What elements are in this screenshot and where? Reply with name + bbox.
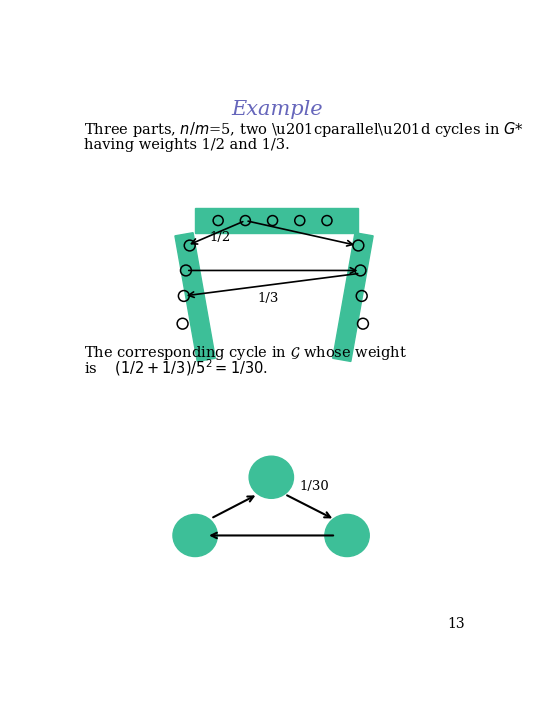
Ellipse shape [325, 514, 369, 557]
Text: having weights 1/2 and 1/3.: having weights 1/2 and 1/3. [84, 138, 290, 152]
Polygon shape [175, 233, 215, 361]
Text: 1/3: 1/3 [258, 292, 279, 305]
Text: 13: 13 [448, 617, 465, 631]
Text: 1/30: 1/30 [300, 480, 329, 493]
Ellipse shape [249, 456, 294, 498]
Text: Three parts, $n/m$=5, two \u201cparallel\u201d cycles in $G$*: Three parts, $n/m$=5, two \u201cparallel… [84, 120, 524, 139]
Text: Example: Example [231, 100, 322, 120]
Text: 1/2: 1/2 [210, 230, 231, 243]
Text: The corresponding cycle in $\mathcal{G}$ whose weight: The corresponding cycle in $\mathcal{G}$… [84, 343, 407, 361]
Polygon shape [333, 233, 373, 361]
Text: is    $(1/2+1/3)/5^2 = 1/30$.: is $(1/2+1/3)/5^2 = 1/30$. [84, 357, 268, 378]
Polygon shape [195, 208, 359, 233]
Ellipse shape [173, 514, 217, 557]
